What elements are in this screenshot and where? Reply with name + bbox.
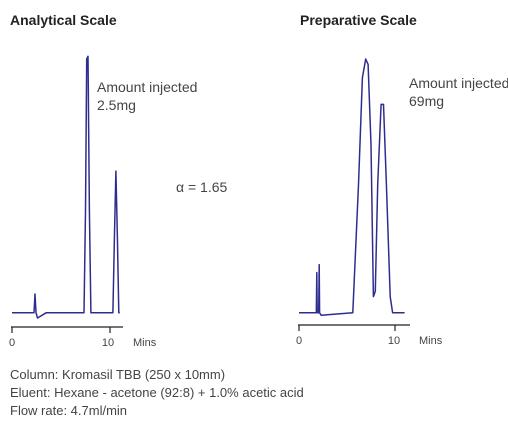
analytical-chromatogram-trace: [12, 55, 120, 319]
preparative-tick-label-10: 10: [388, 335, 400, 347]
preparative-tick-label-0: 0: [296, 335, 302, 347]
alpha-label: α = 1.65: [176, 179, 228, 195]
caption-flow-rate: Flow rate: 4.7ml/min: [10, 403, 128, 418]
preparative-x-unit: Mins: [419, 335, 443, 347]
analytical-tick-label-10: 10: [102, 337, 114, 349]
caption: Column: Kromasil TBB (250 x 10mm) Eluent…: [10, 366, 304, 420]
analytical-title: Analytical Scale: [10, 12, 117, 28]
caption-eluent: Eluent: Hexane - acetone (92:8) + 1.0% a…: [10, 385, 304, 400]
analytical-amount-label: Amount injected: [97, 79, 197, 95]
preparative-x-axis: 0 10 Mins: [296, 324, 443, 347]
preparative-chromatogram-trace: [299, 58, 405, 317]
analytical-x-unit: Mins: [133, 337, 157, 349]
analytical-x-axis: 0 10 Mins: [9, 326, 157, 349]
preparative-amount-label: Amount injected: [409, 75, 508, 91]
preparative-title: Preparative Scale: [300, 12, 417, 28]
preparative-amount-value: 69mg: [409, 93, 444, 109]
analytical-amount-value: 2.5mg: [97, 97, 136, 113]
analytical-tick-label-0: 0: [9, 337, 15, 349]
caption-column: Column: Kromasil TBB (250 x 10mm): [10, 367, 226, 382]
